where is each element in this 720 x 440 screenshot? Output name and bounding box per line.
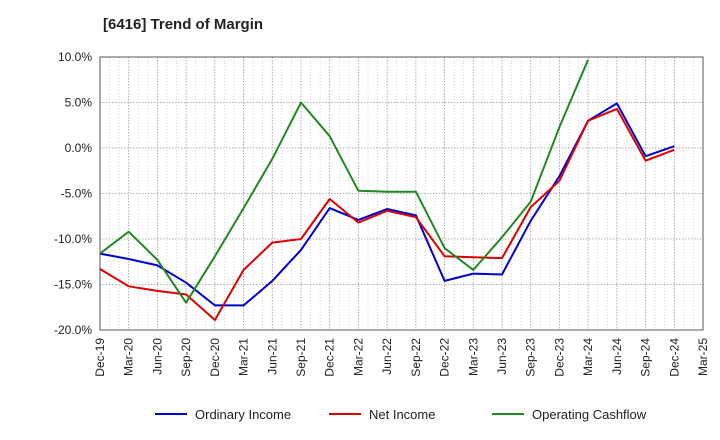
y-tick-label: -10.0% — [54, 232, 92, 246]
x-tick-label: Mar-23 — [466, 338, 480, 376]
x-tick-label: Dec-24 — [667, 338, 681, 377]
x-tick-label: Dec-19 — [93, 338, 107, 377]
x-tick-label: Dec-21 — [323, 338, 337, 377]
legend-label: Net Income — [369, 407, 435, 422]
x-tick-label: Sep-21 — [294, 338, 308, 377]
legend-label: Operating Cashflow — [532, 407, 647, 422]
x-tick-label: Sep-23 — [524, 338, 538, 377]
x-tick-label: Mar-20 — [122, 338, 136, 376]
chart-title: [6416] Trend of Margin — [103, 16, 264, 33]
x-tick-label: Mar-21 — [237, 338, 251, 376]
x-tick-label: Jun-20 — [150, 338, 164, 375]
x-tick-label: Dec-20 — [208, 338, 222, 377]
x-tick-label: Mar-22 — [351, 338, 365, 376]
x-tick-label: Jun-24 — [610, 338, 624, 375]
y-tick-label: 5.0% — [65, 96, 93, 110]
x-tick-label: Dec-23 — [552, 338, 566, 377]
x-tick-label: Jun-21 — [265, 338, 279, 375]
x-tick-label: Sep-24 — [639, 338, 653, 377]
series-line — [99, 107, 675, 321]
x-tick-label: Jun-22 — [380, 338, 394, 375]
y-tick-label: -20.0% — [54, 323, 92, 337]
plot-frame — [99, 56, 704, 331]
y-tick-label: 0.0% — [65, 141, 93, 155]
y-tick-label: -5.0% — [61, 187, 93, 201]
y-tick-label: 10.0% — [58, 50, 92, 64]
x-tick-label: Mar-25 — [696, 338, 710, 376]
x-tick-label: Sep-20 — [179, 338, 193, 377]
legend-label: Ordinary Income — [195, 407, 291, 422]
y-tick-label: -15.0% — [54, 278, 92, 292]
x-tick-label: Mar-24 — [581, 338, 595, 376]
series-line — [99, 59, 590, 304]
x-tick-label: Dec-22 — [438, 338, 452, 377]
x-tick-label: Sep-22 — [409, 338, 423, 377]
x-tick-label: Jun-23 — [495, 338, 509, 375]
